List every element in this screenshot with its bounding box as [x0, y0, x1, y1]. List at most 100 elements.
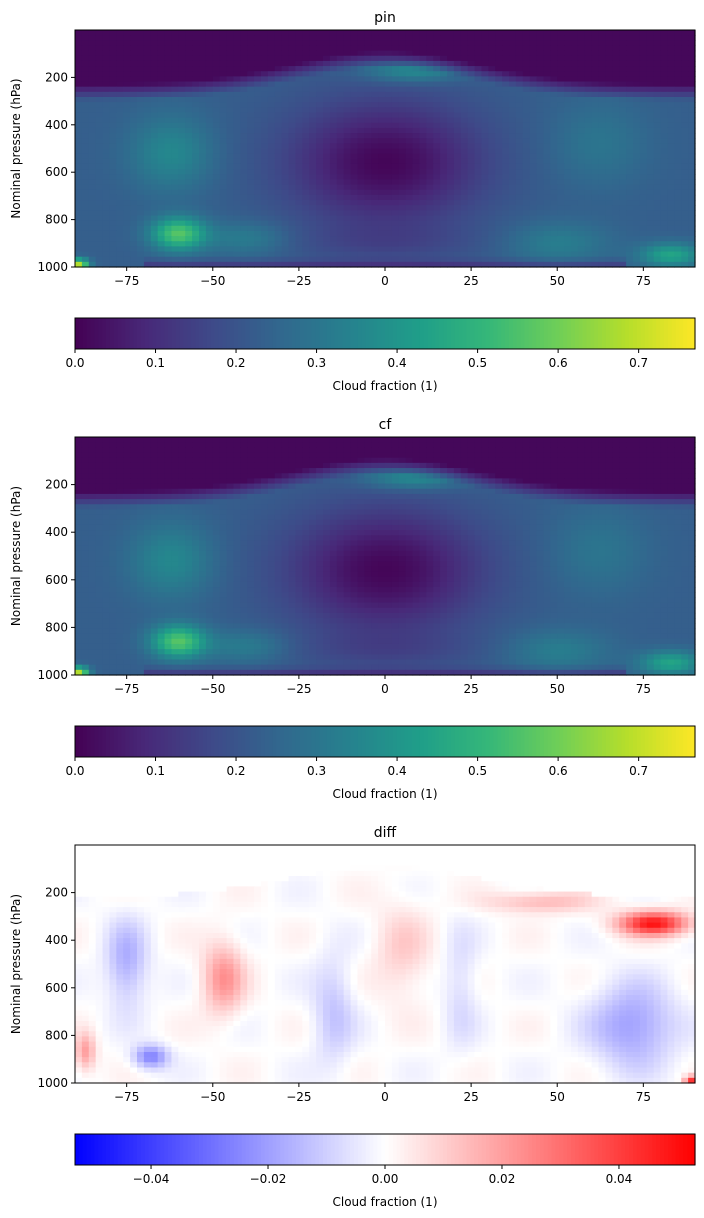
- heatmap-cell: [433, 71, 441, 77]
- heatmap-cell: [261, 179, 269, 186]
- heatmap-cell: [626, 194, 634, 201]
- heatmap-cell: [75, 174, 83, 181]
- heatmap-cell: [419, 205, 427, 211]
- heatmap-cell: [261, 143, 269, 150]
- heatmap-cell: [660, 96, 669, 103]
- heatmap-cell: [137, 200, 145, 206]
- heatmap-cell: [598, 194, 607, 201]
- heatmap-cell: [205, 66, 214, 72]
- heatmap-cell: [536, 468, 545, 474]
- heatmap-cell: [440, 66, 448, 72]
- heatmap-cell: [102, 66, 111, 72]
- heatmap-cell: [646, 457, 655, 464]
- colorbar-step: [629, 318, 634, 349]
- heatmap-cell: [343, 261, 352, 268]
- heatmap-cell: [288, 148, 297, 155]
- heatmap-cell: [261, 76, 269, 83]
- heatmap-cell: [123, 127, 131, 134]
- heatmap-cell: [467, 30, 476, 36]
- heatmap-cell: [171, 194, 179, 201]
- heatmap-cell: [653, 55, 662, 62]
- heatmap-cell: [529, 50, 538, 57]
- heatmap-cell: [515, 230, 524, 237]
- heatmap-cell: [150, 241, 159, 247]
- heatmap-cell: [626, 55, 634, 62]
- heatmap-cell: [199, 50, 207, 57]
- heatmap-cell: [219, 71, 228, 77]
- heatmap-cell: [495, 40, 503, 47]
- heatmap-cell: [412, 437, 421, 443]
- heatmap-cell: [509, 437, 517, 443]
- heatmap-cell: [536, 102, 545, 108]
- heatmap-cell: [281, 122, 290, 129]
- heatmap-cell: [522, 194, 531, 201]
- heatmap-cell: [598, 442, 607, 448]
- heatmap-cell: [550, 60, 558, 67]
- heatmap-cell: [619, 205, 627, 211]
- heatmap-cell: [178, 468, 186, 474]
- heatmap-cell: [233, 71, 241, 77]
- heatmap-cell: [474, 122, 483, 129]
- heatmap-cell: [688, 189, 696, 196]
- heatmap-cell: [343, 60, 352, 67]
- heatmap-cell: [598, 225, 607, 232]
- heatmap-cell: [137, 153, 145, 160]
- heatmap-cell: [681, 468, 689, 474]
- heatmap-cell: [267, 91, 276, 98]
- heatmap-cell: [398, 236, 407, 242]
- heatmap-cell: [453, 96, 462, 103]
- heatmap-cell: [81, 45, 90, 52]
- heatmap-cell: [660, 60, 669, 67]
- heatmap-cell: [350, 442, 359, 448]
- heatmap-cell: [522, 107, 531, 114]
- heatmap-cell: [612, 174, 620, 181]
- heatmap-cell: [178, 117, 186, 124]
- heatmap-cell: [460, 246, 469, 253]
- heatmap-cell: [302, 230, 310, 237]
- heatmap-cell: [667, 40, 675, 47]
- heatmap-cell: [495, 452, 503, 459]
- heatmap-cell: [116, 148, 124, 155]
- heatmap-cell: [460, 462, 469, 469]
- heatmap-cell: [378, 194, 386, 201]
- heatmap-cell: [309, 153, 317, 160]
- heatmap-cell: [295, 457, 303, 464]
- heatmap-cell: [605, 189, 613, 196]
- colorbar-step: [633, 318, 638, 349]
- heatmap-cell: [329, 194, 338, 201]
- heatmap-cell: [295, 251, 303, 258]
- heatmap-cell: [323, 194, 331, 201]
- heatmap-cell: [577, 66, 586, 72]
- heatmap-cell: [591, 210, 600, 217]
- heatmap-cell: [660, 76, 669, 83]
- heatmap-cell: [288, 447, 297, 454]
- heatmap-cell: [385, 112, 393, 119]
- heatmap-cell: [391, 96, 400, 103]
- heatmap-cell: [453, 102, 462, 108]
- heatmap-cell: [626, 102, 634, 108]
- heatmap-cell: [164, 246, 173, 253]
- colorbar-step: [501, 318, 506, 349]
- heatmap-cell: [488, 81, 496, 88]
- heatmap-cell: [522, 148, 531, 155]
- heatmap-cell: [543, 256, 551, 263]
- heatmap-cell: [261, 148, 269, 155]
- heatmap-cell: [116, 91, 124, 98]
- heatmap-cell: [474, 71, 483, 77]
- heatmap-cell: [681, 55, 689, 62]
- heatmap-cell: [371, 102, 379, 108]
- heatmap-cell: [157, 96, 166, 103]
- heatmap-cell: [419, 200, 427, 206]
- colorbar-step: [691, 318, 696, 349]
- heatmap-cell: [185, 225, 193, 232]
- heatmap-cell: [281, 117, 290, 124]
- heatmap-cell: [364, 462, 372, 469]
- heatmap-cell: [453, 158, 462, 165]
- heatmap-cell: [564, 122, 572, 129]
- heatmap-cell: [95, 251, 104, 258]
- heatmap-cell: [109, 40, 117, 47]
- heatmap-cell: [481, 225, 489, 232]
- heatmap-cell: [460, 174, 469, 181]
- heatmap-cell: [350, 462, 359, 469]
- heatmap-cell: [178, 174, 186, 181]
